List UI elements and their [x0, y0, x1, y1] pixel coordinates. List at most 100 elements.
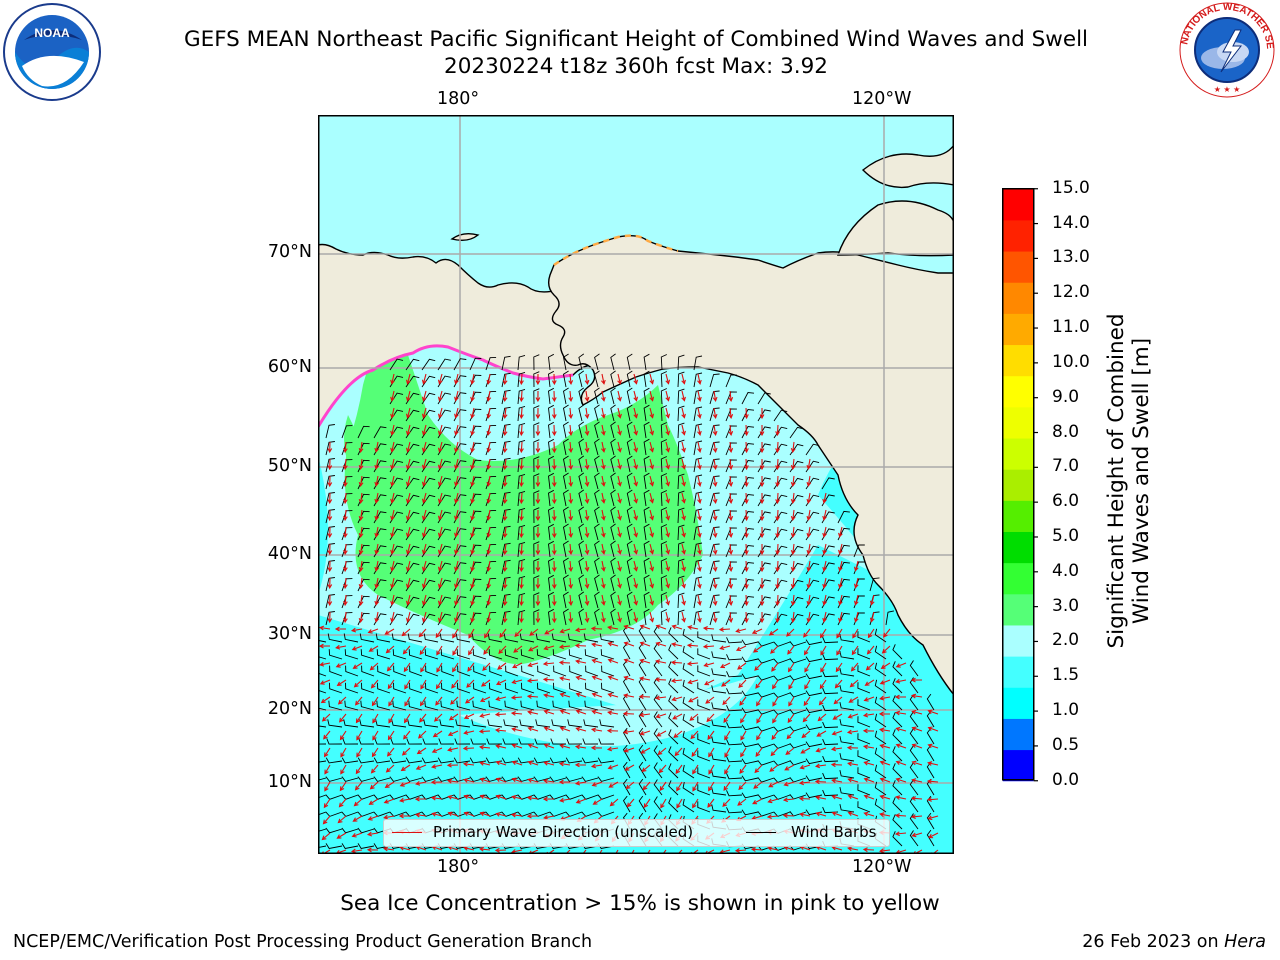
wave-arrow [838, 611, 843, 623]
wave-arrow [382, 846, 395, 852]
wave-arrow [575, 659, 587, 665]
wind-barb [501, 576, 511, 592]
wind-barb [693, 474, 703, 490]
wave-arrow [323, 730, 331, 740]
wave-arrow [759, 459, 765, 471]
wave-arrow [372, 713, 379, 724]
wave-arrow [535, 611, 541, 624]
wave-arrow [584, 577, 590, 590]
wind-barb [487, 633, 503, 643]
wave-arrow [665, 373, 671, 385]
wave-arrow [752, 798, 763, 805]
wave-arrow [342, 594, 348, 607]
wind-barb [668, 678, 679, 694]
wind-barb [594, 387, 600, 405]
wave-arrow [415, 780, 427, 786]
wind-barb [805, 758, 823, 765]
wind-barb [533, 609, 540, 626]
wave-arrow [772, 679, 779, 690]
wave-arrow [687, 625, 699, 630]
wave-arrow [775, 424, 780, 437]
wind-barb [653, 796, 663, 813]
wave-arrow [712, 577, 718, 590]
wind-barb [789, 426, 804, 439]
wave-arrow [879, 743, 891, 749]
wave-arrow [722, 696, 731, 706]
wave-arrow [681, 492, 686, 504]
wave-arrow [759, 442, 765, 454]
wave-arrow [470, 560, 475, 572]
wave-arrow [665, 543, 671, 555]
wave-arrow [617, 492, 622, 504]
lat-label-30n: 30°N [267, 624, 312, 644]
wave-arrow [670, 678, 683, 684]
wind-barb [697, 699, 711, 711]
wave-arrow [584, 594, 590, 607]
wind-barb [453, 757, 471, 764]
wind-barb [594, 404, 600, 422]
wave-arrow [502, 577, 508, 590]
wind-barb [677, 575, 685, 592]
wave-arrow [617, 594, 622, 606]
wind-barb [909, 745, 919, 762]
wave-arrow [790, 577, 796, 590]
wave-arrow [649, 390, 655, 402]
wave-arrow [863, 777, 875, 783]
wave-arrow [405, 373, 411, 385]
colorbar-label: Significant Height of Combined Wind Wave… [1104, 296, 1164, 666]
wave-arrow [806, 577, 812, 590]
wind-barb [677, 371, 685, 388]
wave-arrow [728, 509, 734, 522]
wind-barb [517, 388, 526, 405]
wind-barb [421, 477, 436, 490]
wave-arrow [584, 560, 590, 573]
wind-barb [626, 574, 633, 592]
wind-barb [562, 455, 569, 473]
wave-arrow [894, 831, 907, 837]
wind-barb [423, 633, 439, 643]
wave-arrow [502, 543, 508, 556]
wind-barb [677, 558, 685, 575]
wind-barb [668, 712, 679, 728]
wave-arrow [819, 679, 827, 690]
colorbar-tick-label: 12.0 [1052, 282, 1090, 303]
wave-arrow [321, 832, 331, 841]
wave-arrow [822, 492, 827, 504]
wave-arrow [617, 543, 622, 555]
wind-barb [839, 770, 855, 779]
wave-arrow [785, 747, 795, 756]
wind-barb [472, 700, 487, 711]
wave-arrow [735, 645, 747, 652]
colorbar-tick-label: 9.0 [1052, 386, 1080, 407]
wind-barb [626, 523, 633, 541]
wind-barb [578, 591, 585, 609]
wave-arrow [775, 509, 780, 522]
wind-barb [567, 719, 583, 728]
wind-barb [874, 645, 887, 660]
wind-barb [517, 541, 526, 558]
wave-arrow [448, 713, 459, 721]
wind-barb [455, 719, 471, 728]
wave-arrow [470, 424, 475, 436]
wave-arrow [633, 526, 639, 538]
wave-arrow [405, 424, 411, 436]
wave-arrow [768, 628, 779, 636]
wave-arrow [847, 811, 859, 817]
wave-arrow [704, 679, 715, 686]
wind-barb [503, 719, 519, 728]
footer-host: Hera [1224, 932, 1266, 952]
wind-barb [501, 423, 511, 439]
wind-barb [610, 506, 616, 524]
footer-credit: NCEP/EMC/Verification Post Processing Pr… [13, 932, 593, 952]
wave-arrow [838, 560, 843, 572]
wave-arrow [607, 625, 619, 631]
wave-arrow [479, 761, 491, 766]
wave-arrow [754, 662, 763, 671]
wave-arrow [770, 645, 779, 654]
wave-arrow [342, 441, 348, 454]
wave-arrow [470, 577, 475, 589]
wave-arrow [478, 744, 491, 750]
wind-barb [578, 455, 585, 473]
wind-barb [693, 542, 703, 558]
wave-arrow [600, 458, 606, 470]
